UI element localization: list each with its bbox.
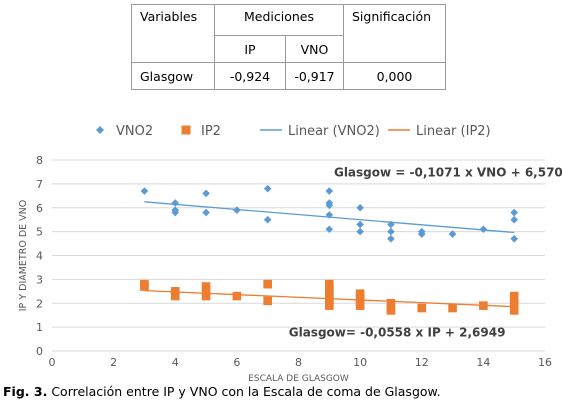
data-point-diamond xyxy=(263,215,272,224)
subheader-ip: IP xyxy=(214,35,286,63)
data-point-square xyxy=(509,298,519,308)
data-point-square xyxy=(479,301,488,310)
data-point-square xyxy=(386,306,396,315)
legend-label: Linear (VNO2) xyxy=(288,124,380,139)
data-point-square xyxy=(509,306,519,315)
equation-label: Glasgow= -0,0558 x IP + 2,6949 xyxy=(289,326,506,340)
data-point-square xyxy=(325,301,334,310)
data-point-diamond xyxy=(510,215,518,224)
header-mediciones: Mediciones xyxy=(214,4,344,36)
data-point-square xyxy=(355,294,365,303)
data-point-square xyxy=(325,294,334,303)
data-point-diamond xyxy=(356,203,364,212)
y-tick-label: 7 xyxy=(36,178,43,191)
y-tick-label: 5 xyxy=(36,226,43,239)
data-point-diamond xyxy=(325,187,334,195)
y-tick-label: 2 xyxy=(36,297,43,310)
data-point-square xyxy=(355,301,365,310)
figure-caption: Fig. 3. Correlación entre IP y VNO con l… xyxy=(3,384,441,399)
y-axis-title: IP Y DIAMETRO DE VNO xyxy=(18,200,29,312)
data-point-square xyxy=(201,282,211,291)
data-point-diamond xyxy=(387,227,395,236)
data-point-diamond xyxy=(140,187,149,195)
data-point-diamond xyxy=(356,220,364,229)
data-point-diamond xyxy=(263,184,272,193)
y-tick-label: 6 xyxy=(36,202,43,215)
data-point-square xyxy=(263,296,272,306)
data-point-diamond xyxy=(171,208,180,217)
equation-label: Glasgow = -0,1071 x VNO + 6,5707 xyxy=(334,166,562,180)
data-point-square xyxy=(448,303,457,313)
y-tick-label: 1 xyxy=(36,321,43,334)
data-point-square xyxy=(170,291,180,301)
legend-marker-diamond xyxy=(96,126,104,134)
caption-text: Correlación entre IP y VNO con la Escala… xyxy=(51,384,441,399)
x-tick-label: 4 xyxy=(172,356,179,369)
data-point-diamond xyxy=(387,234,395,243)
data-point-square xyxy=(417,303,427,313)
data-point-diamond xyxy=(387,220,395,229)
data-point-diamond xyxy=(510,208,518,217)
data-point-square xyxy=(232,291,242,301)
x-tick-label: 10 xyxy=(353,356,367,369)
data-point-square xyxy=(325,289,334,298)
data-point-square xyxy=(140,282,149,291)
data-point-square xyxy=(201,291,211,301)
data-point-square xyxy=(263,279,272,289)
correlation-table: Variables Mediciones Significación IP VN… xyxy=(131,4,446,90)
cell-vno: -0,917 xyxy=(285,62,344,90)
x-tick-label: 12 xyxy=(415,356,429,369)
data-point-diamond xyxy=(356,227,364,236)
caption-label: Fig. 3. xyxy=(3,384,48,399)
legend-label: IP2 xyxy=(201,124,221,139)
data-point-square xyxy=(325,284,334,294)
x-axis-title: ESCALA DE GLASGOW xyxy=(248,374,349,382)
x-tick-label: 2 xyxy=(110,356,117,369)
header-significacion: Significación xyxy=(343,4,446,63)
cell-ip: -0,924 xyxy=(214,62,286,90)
y-tick-label: 4 xyxy=(36,250,43,263)
x-tick-label: 0 xyxy=(49,356,56,369)
data-point-square xyxy=(509,291,519,301)
y-tick-label: 8 xyxy=(36,154,43,167)
data-point-square xyxy=(386,298,396,308)
header-variables: Variables xyxy=(131,4,215,63)
data-point-diamond xyxy=(202,208,210,217)
data-point-diamond xyxy=(202,189,210,198)
data-point-diamond xyxy=(325,211,334,219)
data-point-square xyxy=(325,279,334,289)
x-tick-label: 16 xyxy=(538,356,552,369)
x-tick-label: 14 xyxy=(476,356,490,369)
x-tick-label: 6 xyxy=(233,356,240,369)
data-point-square xyxy=(355,289,365,298)
x-tick-label: 8 xyxy=(295,356,302,369)
y-tick-label: 3 xyxy=(36,273,43,286)
y-tick-label: 0 xyxy=(36,345,43,358)
data-point-diamond xyxy=(171,199,180,207)
cell-significacion: 0,000 xyxy=(343,62,446,90)
data-point-square xyxy=(201,287,211,296)
cell-variable: Glasgow xyxy=(131,62,215,90)
data-point-diamond xyxy=(510,234,518,243)
legend-label: VNO2 xyxy=(116,124,153,139)
legend-label: Linear (IP2) xyxy=(416,124,491,139)
subheader-vno: VNO xyxy=(285,35,344,63)
legend-marker-square xyxy=(181,125,191,135)
